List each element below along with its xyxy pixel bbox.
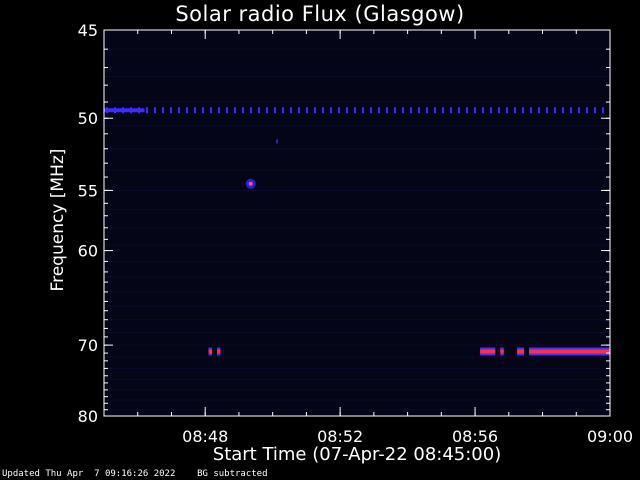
emission-mark [298,107,300,114]
emission-mark [202,107,204,114]
bg-subtracted-note: BG subtracted [197,469,268,479]
emission-band-core [500,349,504,354]
emission-mark [338,107,340,114]
y-tick-label: 80 [78,407,98,426]
emission-mark [410,107,412,114]
emission-mark [258,107,260,114]
emission-band-core [208,349,212,354]
emission-mark [354,107,356,114]
plot-area [104,30,610,416]
emission-mark [322,107,324,114]
x-tick-label: 08:52 [317,427,363,446]
emission-spot-core [248,181,253,186]
emission-mark [546,107,548,114]
emission-mark [554,107,556,114]
emission-mark [242,107,244,114]
emission-mark [458,107,460,114]
emission-mark [530,107,532,114]
y-tick-label: 55 [78,181,98,200]
emission-mark [178,107,180,114]
emission-mark [362,107,364,114]
emission-mark [386,107,388,114]
y-tick-label: 50 [78,109,98,128]
emission-mark [186,107,188,114]
emission-mark [170,107,172,114]
emission-mark [346,107,348,114]
emission-mark [218,107,220,114]
emission-mark [490,107,492,114]
emission-mark [586,107,588,114]
emission-mark [522,107,524,114]
emission-mark [250,107,252,114]
updated-timestamp: Updated Thu Apr 7 09:16:26 2022 [2,469,176,479]
emission-band-core [517,349,524,354]
emission-mark [498,107,500,114]
emission-mark [418,107,420,114]
emission-mark [226,107,228,114]
emission-mark [394,107,396,114]
emission-mark [434,107,436,114]
emission-mark [474,107,476,114]
emission-mark [154,107,156,114]
emission-mark [104,108,145,113]
plot-frame [103,29,611,417]
emission-mark [194,107,196,114]
x-axis-label: Start Time (07-Apr-22 08:45:00) [212,444,502,465]
emission-band-core [217,349,221,354]
emission-mark [146,107,148,114]
y-axis-label: Frequency [MHz] [48,148,68,292]
emission-mark [266,107,268,114]
emission-mark [570,107,572,114]
emission-mark [210,107,212,114]
emission-mark [234,107,236,114]
y-tick-label: 60 [78,242,98,261]
emission-mark [276,139,279,144]
emission-mark [466,107,468,114]
footer-status: Updated Thu Apr 7 09:16:26 2022 BG subtr… [2,469,268,479]
emission-mark [370,107,372,114]
emission-mark [330,107,332,114]
y-tick-label: 70 [78,336,98,355]
emission-band-core [480,349,496,354]
y-tick-label: 45 [78,21,98,40]
emission-mark [450,107,452,114]
emission-mark [506,107,508,114]
emission-mark [578,107,580,114]
emission-mark [442,107,444,114]
chart-title: Solar radio Flux (Glasgow) [175,2,465,26]
emission-mark [514,107,516,114]
emission-mark [602,107,604,114]
emission-mark [538,107,540,114]
x-tick-label: 08:48 [182,427,228,446]
x-tick-label: 09:00 [587,427,633,446]
emission-mark [306,107,308,114]
emission-mark [482,107,484,114]
emission-mark [314,107,316,114]
emission-mark [594,107,596,114]
emission-mark [290,107,292,114]
emission-mark [562,107,564,114]
emission-mark [426,107,428,114]
emission-mark [162,107,164,114]
x-tick-label: 08:56 [452,427,498,446]
emission-mark [274,107,276,114]
emission-mark [282,107,284,114]
emission-band-core [529,349,610,354]
emission-mark [378,107,380,114]
emission-mark [402,107,404,114]
